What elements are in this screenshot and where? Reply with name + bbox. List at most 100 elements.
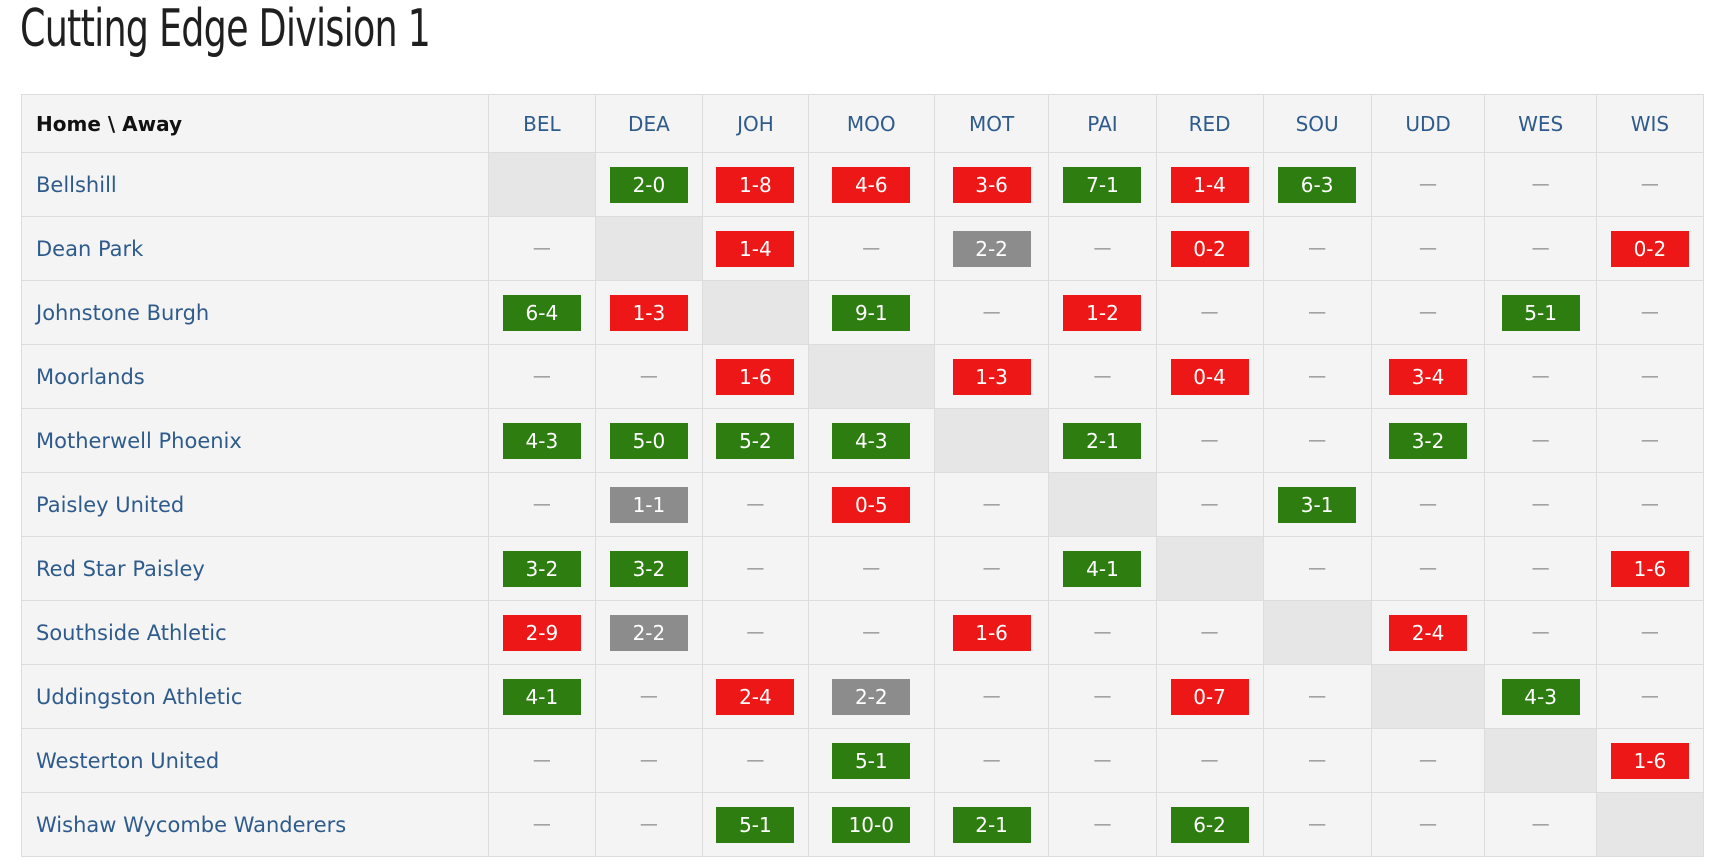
result-badge-loss[interactable]: 1-4 — [716, 230, 795, 267]
result-badge-win[interactable]: 3-1 — [1278, 486, 1357, 523]
home-away-header: Home \ Away — [21, 94, 489, 153]
result-badge-win[interactable]: 4-3 — [502, 422, 581, 459]
home-team-link[interactable]: Dean Park — [21, 216, 489, 281]
result-badge-loss[interactable]: 1-3 — [609, 294, 688, 331]
result-cell: 10-0 — [807, 792, 935, 857]
result-badge-win[interactable]: 4-3 — [1501, 678, 1580, 715]
result-badge-win[interactable]: 5-1 — [716, 806, 795, 843]
result-badge-loss[interactable]: 2-9 — [502, 614, 581, 651]
result-badge-win[interactable]: 3-2 — [502, 550, 581, 587]
result-badge-win[interactable]: 2-1 — [1063, 422, 1142, 459]
result-badge-loss[interactable]: 3-6 — [952, 166, 1031, 203]
home-team-link[interactable]: Red Star Paisley — [21, 536, 489, 601]
result-cell: 5-1 — [807, 728, 935, 793]
result-badge-win[interactable]: 3-2 — [1389, 422, 1468, 459]
result-badge-draw[interactable]: 1-1 — [609, 486, 688, 523]
result-cell: 2-2 — [594, 600, 703, 665]
result-badge-loss[interactable]: 2-4 — [716, 678, 795, 715]
no-result-dash: — — [982, 750, 1001, 771]
result-badge-win[interactable]: 9-1 — [832, 294, 911, 331]
no-result-dash: — — [746, 494, 765, 515]
result-badge-win[interactable]: 6-3 — [1278, 166, 1357, 203]
result-badge-win[interactable]: 6-2 — [1170, 806, 1249, 843]
result-badge-win[interactable]: 10-0 — [832, 806, 911, 843]
result-badge-loss[interactable]: 1-6 — [952, 614, 1031, 651]
column-header-mot[interactable]: MOT — [933, 94, 1050, 153]
result-badge-draw[interactable]: 2-2 — [952, 230, 1031, 267]
result-badge-loss[interactable]: 0-5 — [832, 486, 911, 523]
result-badge-loss[interactable]: 0-7 — [1170, 678, 1249, 715]
no-result-dash: — — [1308, 302, 1327, 323]
no-result-dash: — — [1640, 494, 1659, 515]
home-team-link[interactable]: Johnstone Burgh — [21, 280, 489, 345]
result-badge-win[interactable]: 5-0 — [609, 422, 688, 459]
result-badge-loss[interactable]: 1-6 — [1610, 742, 1689, 779]
home-team-link[interactable]: Motherwell Phoenix — [21, 408, 489, 473]
result-cell: 1-1 — [594, 472, 703, 537]
column-header-udd[interactable]: UDD — [1370, 94, 1486, 153]
column-header-wes[interactable]: WES — [1484, 94, 1597, 153]
result-badge-win[interactable]: 2-1 — [952, 806, 1031, 843]
column-header-pai[interactable]: PAI — [1048, 94, 1157, 153]
result-badge-win[interactable]: 5-1 — [1501, 294, 1580, 331]
no-result-dash: — — [746, 558, 765, 579]
home-team-link[interactable]: Wishaw Wycombe Wanderers — [21, 792, 489, 857]
home-team-link[interactable]: Bellshill — [21, 152, 489, 217]
table-row: Paisley United — 1-1 — 0-5 — — 3-1 — — — — [21, 472, 1705, 537]
table-row: Dean Park — 1-4 — 2-2 — 0-2 — — — 0-2 — [21, 216, 1705, 281]
home-team-link[interactable]: Moorlands — [21, 344, 489, 409]
result-cell: 4-1 — [487, 664, 596, 729]
home-team-link[interactable]: Paisley United — [21, 472, 489, 537]
column-header-red[interactable]: RED — [1155, 94, 1264, 153]
home-team-link[interactable]: Uddingston Athletic — [21, 664, 489, 729]
result-badge-loss[interactable]: 1-6 — [1610, 550, 1689, 587]
result-badge-win[interactable]: 5-2 — [716, 422, 795, 459]
result-cell: 0-4 — [1155, 344, 1264, 409]
self-match-cell — [807, 344, 935, 409]
no-result-dash: — — [862, 238, 881, 259]
column-header-moo[interactable]: MOO — [807, 94, 935, 153]
result-badge-win[interactable]: 4-1 — [502, 678, 581, 715]
result-badge-loss[interactable]: 0-2 — [1610, 230, 1689, 267]
no-result-dash: — — [532, 814, 551, 835]
result-cell: — — [1155, 600, 1264, 665]
result-badge-draw[interactable]: 2-2 — [832, 678, 911, 715]
table-row: Motherwell Phoenix 4-3 5-0 5-2 4-3 2-1 — — 3-2 — — — [21, 408, 1705, 473]
result-badge-loss[interactable]: 4-6 — [832, 166, 911, 203]
result-badge-loss[interactable]: 1-4 — [1170, 166, 1249, 203]
self-match-cell — [1048, 472, 1157, 537]
result-badge-loss[interactable]: 0-2 — [1170, 230, 1249, 267]
result-badge-win[interactable]: 4-1 — [1063, 550, 1142, 587]
result-cell: — — [701, 600, 809, 665]
result-cell: 1-2 — [1048, 280, 1157, 345]
self-match-cell — [1262, 600, 1372, 665]
result-badge-loss[interactable]: 3-4 — [1389, 358, 1468, 395]
result-badge-loss[interactable]: 1-2 — [1063, 294, 1142, 331]
result-badge-loss[interactable]: 0-4 — [1170, 358, 1249, 395]
home-team-link[interactable]: Southside Athletic — [21, 600, 489, 665]
result-cell: 1-6 — [1595, 728, 1705, 793]
column-header-dea[interactable]: DEA — [594, 94, 703, 153]
result-badge-win[interactable]: 3-2 — [609, 550, 688, 587]
home-team-link[interactable]: Westerton United — [21, 728, 489, 793]
result-badge-win[interactable]: 2-0 — [609, 166, 688, 203]
column-header-joh[interactable]: JOH — [701, 94, 809, 153]
result-badge-loss[interactable]: 2-4 — [1389, 614, 1468, 651]
result-badge-win[interactable]: 7-1 — [1063, 166, 1142, 203]
no-result-dash: — — [1093, 750, 1112, 771]
result-cell: 0-2 — [1595, 216, 1705, 281]
result-badge-draw[interactable]: 2-2 — [609, 614, 688, 651]
result-badge-win[interactable]: 4-3 — [832, 422, 911, 459]
result-cell: 0-2 — [1155, 216, 1264, 281]
column-header-sou[interactable]: SOU — [1262, 94, 1372, 153]
result-cell: 9-1 — [807, 280, 935, 345]
result-badge-loss[interactable]: 1-6 — [716, 358, 795, 395]
result-badge-loss[interactable]: 1-3 — [952, 358, 1031, 395]
column-header-wis[interactable]: WIS — [1595, 94, 1705, 153]
result-badge-loss[interactable]: 1-8 — [716, 166, 795, 203]
result-badge-win[interactable]: 6-4 — [502, 294, 581, 331]
result-badge-win[interactable]: 5-1 — [832, 742, 911, 779]
no-result-dash: — — [862, 558, 881, 579]
column-header-bel[interactable]: BEL — [487, 94, 596, 153]
result-cell: — — [594, 344, 703, 409]
